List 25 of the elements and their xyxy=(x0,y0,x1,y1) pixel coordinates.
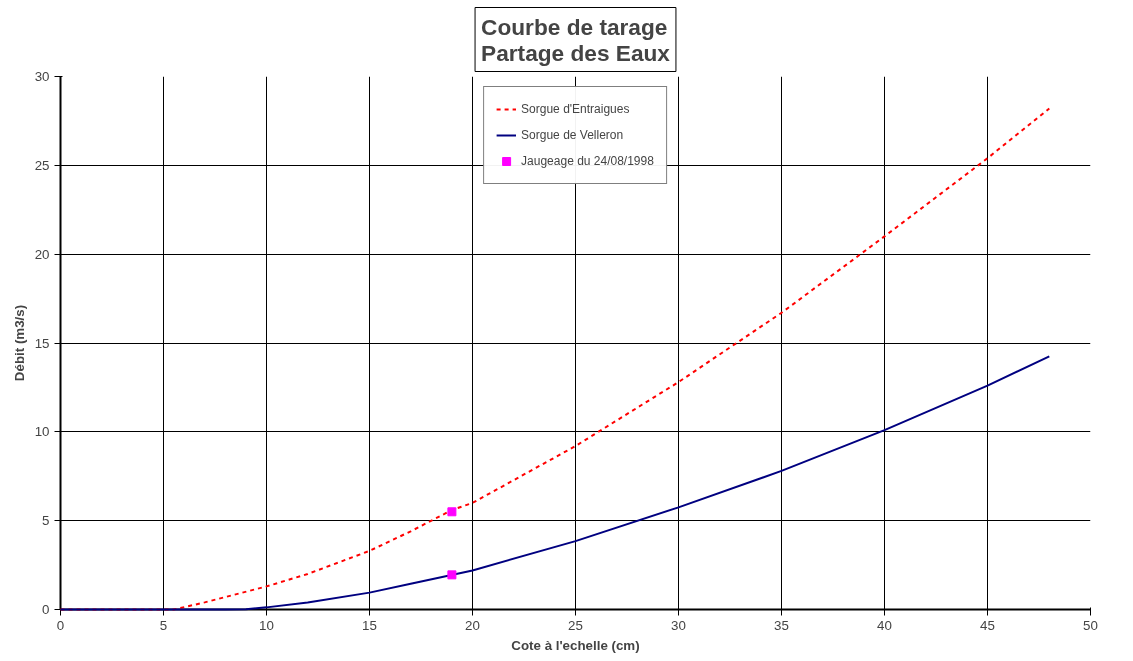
x-tick-label: 30 xyxy=(671,617,686,633)
y-tick-label: 0 xyxy=(42,602,50,617)
x-tick-label: 35 xyxy=(774,617,789,633)
y-tick-label: 25 xyxy=(34,157,50,173)
x-tick-label: 15 xyxy=(362,617,377,633)
x-axis-title: Cote à l'echelle (cm) xyxy=(511,637,640,653)
y-tick-label: 10 xyxy=(34,424,50,440)
legend-label: Sorgue de Velleron xyxy=(521,128,624,142)
legend-label: Jaugeage du 24/08/1998 xyxy=(521,154,654,168)
x-tick-label: 50 xyxy=(1083,617,1098,633)
x-tick-label: 20 xyxy=(465,617,480,633)
line-series xyxy=(59,355,1051,611)
legend-label: Sorgue d'Entraigues xyxy=(521,102,630,116)
x-tick-label: 25 xyxy=(568,617,583,633)
x-tick-label: 40 xyxy=(877,617,892,633)
x-tick-label: 5 xyxy=(159,617,168,633)
chart-title: Courbe de tarage Partage des Eaux xyxy=(481,13,671,66)
y-tick-label: 30 xyxy=(34,69,50,84)
x-tick-label: 10 xyxy=(259,617,274,633)
y-tick-label: 15 xyxy=(34,335,50,351)
y-tick-label: 5 xyxy=(42,513,50,529)
x-tick-label: 45 xyxy=(980,617,995,633)
y-tick-label: 20 xyxy=(34,246,50,262)
x-tick-label: 0 xyxy=(56,617,65,633)
y-axis-title: Débit (m3/s) xyxy=(11,304,27,382)
